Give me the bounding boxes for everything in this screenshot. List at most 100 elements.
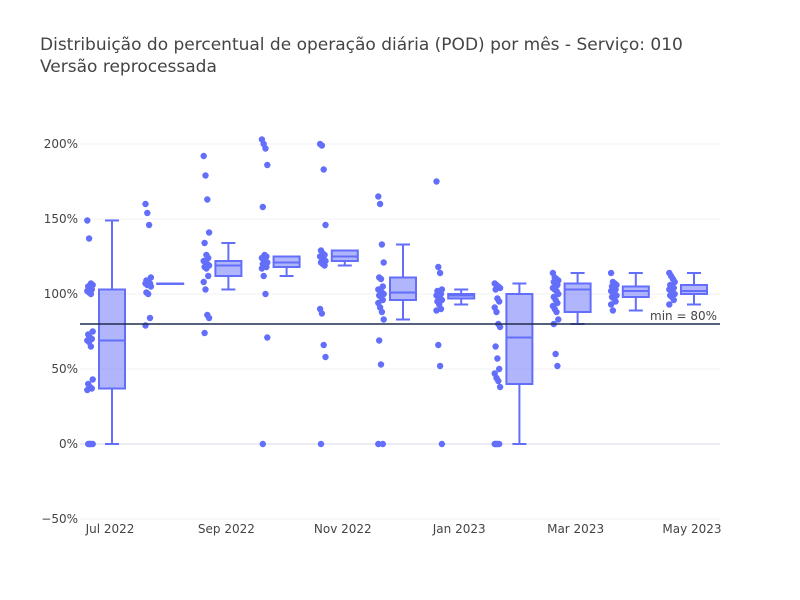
data-point xyxy=(200,278,207,286)
data-point xyxy=(436,362,444,370)
min-reference-label: min = 80% xyxy=(650,309,717,323)
x-axis: Jul 2022 Sep 2022 Nov 2022 Jan 2023 Mar 2023… xyxy=(85,522,722,536)
data-point xyxy=(378,241,386,248)
y-tick-label: 50% xyxy=(51,362,78,376)
y-tick-label: 200% xyxy=(44,137,78,151)
data-point xyxy=(259,203,266,211)
box-iqr xyxy=(214,260,243,277)
data-point xyxy=(496,365,503,373)
data-point xyxy=(142,200,149,208)
box-2023-04 xyxy=(607,269,650,314)
chart-title: Distribuição do percentual de operação d… xyxy=(40,35,683,77)
reference-line: min = 80% xyxy=(80,309,720,325)
data-point xyxy=(607,269,615,277)
data-point xyxy=(87,343,95,350)
data-point xyxy=(318,142,326,149)
data-point xyxy=(555,290,562,298)
box-2023-05 xyxy=(666,269,708,308)
data-point xyxy=(496,298,503,305)
y-tick-label: 150% xyxy=(44,212,78,226)
data-point xyxy=(494,355,501,362)
data-point xyxy=(670,296,677,304)
data-point xyxy=(553,308,560,316)
box-2023-02 xyxy=(491,280,534,448)
data-point xyxy=(377,361,385,368)
x-tick-label: Jul 2022 xyxy=(85,522,135,536)
data-point xyxy=(552,350,559,358)
data-point xyxy=(259,440,266,448)
y-tick-label: 100% xyxy=(44,287,78,301)
data-point xyxy=(202,172,209,179)
data-point xyxy=(493,308,500,316)
box-2023-03 xyxy=(549,269,592,370)
data-point xyxy=(89,376,96,383)
data-point xyxy=(612,298,619,305)
data-point xyxy=(492,286,499,293)
data-point xyxy=(202,286,209,293)
data-point xyxy=(205,314,213,322)
data-point xyxy=(205,229,213,236)
box-2022-07 xyxy=(84,217,126,448)
data-point xyxy=(320,166,327,173)
y-axis: −50% 0% 50% 100% 150% 200% xyxy=(41,137,78,526)
data-point xyxy=(203,265,210,272)
box-2022-12 xyxy=(375,193,417,448)
data-point xyxy=(205,272,212,280)
data-point xyxy=(89,328,96,335)
data-point xyxy=(495,377,502,385)
x-tick-label: Sep 2022 xyxy=(198,522,255,536)
data-point xyxy=(264,334,271,341)
data-point xyxy=(87,290,95,298)
y-tick-label: −50% xyxy=(41,512,78,526)
data-point xyxy=(145,221,153,229)
data-point xyxy=(258,265,266,272)
data-point xyxy=(554,299,561,307)
box-series xyxy=(84,136,708,448)
data-point xyxy=(322,221,329,229)
data-point xyxy=(201,239,208,247)
y-tick-label: 0% xyxy=(59,437,78,451)
box-2022-08 xyxy=(142,200,185,329)
data-point xyxy=(496,383,504,391)
data-point xyxy=(375,440,382,448)
data-point xyxy=(145,290,152,298)
x-tick-label: May 2023 xyxy=(662,522,721,536)
box-iqr xyxy=(680,284,708,295)
data-point xyxy=(609,307,617,314)
data-point xyxy=(84,217,91,224)
data-point xyxy=(376,337,383,344)
data-point xyxy=(262,290,269,298)
data-point xyxy=(493,440,500,448)
data-point xyxy=(84,386,91,394)
data-point xyxy=(262,145,269,152)
data-point xyxy=(435,263,442,271)
data-point xyxy=(322,353,329,361)
data-point xyxy=(375,193,382,200)
data-point xyxy=(380,259,387,266)
data-point xyxy=(554,362,561,370)
box-iqr xyxy=(98,288,126,390)
box-2022-09 xyxy=(200,152,243,337)
data-point xyxy=(433,178,440,185)
x-tick-label: Jan 2023 xyxy=(432,522,486,536)
data-point xyxy=(492,343,499,350)
data-point xyxy=(86,440,94,448)
data-point xyxy=(146,314,154,322)
data-point xyxy=(85,235,93,242)
data-point xyxy=(666,301,673,308)
data-point xyxy=(555,316,562,323)
data-point xyxy=(201,329,208,337)
data-point xyxy=(435,341,442,349)
box-iqr xyxy=(563,282,592,313)
data-point xyxy=(318,310,326,317)
data-point xyxy=(376,200,384,208)
x-tick-label: Nov 2022 xyxy=(314,522,372,536)
grid-lines xyxy=(80,143,720,520)
data-point xyxy=(264,161,271,169)
data-point xyxy=(436,269,444,277)
data-point xyxy=(204,196,211,203)
box-iqr xyxy=(389,276,417,301)
data-point xyxy=(260,272,267,280)
data-point xyxy=(378,308,386,316)
